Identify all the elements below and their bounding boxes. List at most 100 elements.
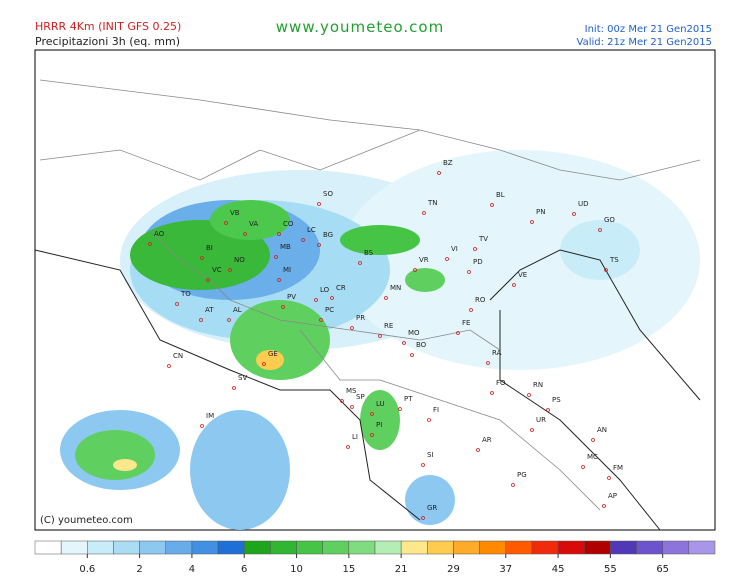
colorbar-label: 29 (447, 564, 460, 575)
colorbar-swatch (296, 540, 323, 555)
colorbar-label: 15 (342, 564, 355, 575)
city-dot (277, 278, 281, 282)
city-dot (422, 211, 426, 215)
city-label: RO (475, 296, 486, 304)
city-label: LO (320, 286, 330, 294)
city-dot (243, 232, 247, 236)
colorbar-label: 65 (656, 564, 669, 575)
city-dot (402, 341, 406, 345)
city-label: PS (552, 396, 561, 404)
city-dot (228, 268, 232, 272)
city-dot (607, 476, 611, 480)
city-dot (413, 268, 417, 272)
city-dot (467, 270, 471, 274)
city-label: FM (613, 464, 623, 472)
city-dot (317, 243, 321, 247)
city-label: LU (376, 400, 385, 408)
city-dot (384, 296, 388, 300)
city-dot (602, 504, 606, 508)
city-label: GR (427, 504, 437, 512)
colorbar-label: 21 (395, 564, 408, 575)
city-dot (346, 445, 350, 449)
city-label: BL (496, 191, 505, 199)
city-dot (490, 203, 494, 207)
city-dot (340, 399, 344, 403)
city-label: SO (323, 190, 333, 198)
valid-time: Valid: 21z Mer 21 Gen2015 (577, 37, 712, 48)
city-label: PN (536, 208, 545, 216)
site-name: www.youmeteo.com (276, 18, 444, 36)
colorbar-label: 10 (290, 564, 303, 575)
colorbar-swatch (479, 540, 507, 555)
city-dot (281, 305, 285, 309)
city-label: AL (233, 306, 242, 314)
city-label: AP (608, 492, 617, 500)
city-dot (148, 242, 152, 246)
city-dot (274, 255, 278, 259)
colorbar: 0.6 2 4 6 10 15 21 29 37 45 55 65 (34, 540, 716, 575)
city-label: TO (180, 290, 191, 298)
city-dot (206, 278, 210, 282)
city-label: PV (287, 293, 296, 301)
city-label: TN (427, 199, 438, 207)
colorbar-label: 0.6 (79, 564, 95, 575)
precipitation (60, 150, 700, 530)
colorbar-label: 55 (604, 564, 617, 575)
colorbar-swatch (427, 540, 454, 555)
colorbar-swatch (113, 540, 140, 555)
city-label: RE (384, 322, 393, 330)
city-dot (319, 318, 323, 322)
city-dot (456, 331, 460, 335)
city-label: VA (249, 220, 258, 228)
colorbar-swatch (348, 540, 376, 555)
model-title: HRRR 4Km (INIT GFS 0.25) (35, 20, 181, 33)
coastline (34, 249, 701, 531)
map: BZ TN SO BG LC CO VA VB BI NO MB MI AO VC TO AT AL PV LO CR… (34, 49, 716, 531)
city-label: PG (517, 471, 527, 479)
city-dot (427, 418, 431, 422)
city-dot (530, 220, 534, 224)
city-label: MN (390, 284, 401, 292)
city-dot (604, 268, 608, 272)
colorbar-swatch (688, 540, 716, 555)
city-dot (314, 298, 318, 302)
colorbar-swatch (662, 540, 690, 555)
city-dot (301, 238, 305, 242)
init-time: Init: 00z Mer 21 Gen2015 (585, 24, 712, 35)
product-title: Precipitazioni 3h (eq. mm) (35, 35, 180, 48)
city-label: CR (336, 284, 346, 292)
city-label: SI (427, 451, 434, 459)
city-dot (437, 171, 441, 175)
city-label: PI (376, 421, 382, 429)
city-label: NO (234, 256, 245, 264)
city-dot (350, 326, 354, 330)
city-label: VE (518, 271, 527, 279)
city-dot (511, 483, 515, 487)
city-dot (232, 386, 236, 390)
city-label: BS (364, 249, 374, 257)
city-label: VB (230, 209, 240, 217)
city-label: VC (212, 266, 222, 274)
city-dot (262, 362, 266, 366)
city-dot (175, 302, 179, 306)
city-label: PD (473, 258, 483, 266)
colorbar-swatch (243, 540, 271, 555)
colorbar-swatch (453, 540, 480, 555)
city-label: MO (408, 329, 420, 337)
colorbar-label: 4 (189, 564, 195, 575)
city-label: UD (578, 200, 589, 208)
city-dot (370, 412, 374, 416)
colorbar-label: 45 (552, 564, 565, 575)
city-label: CN (173, 352, 183, 360)
city-dot (469, 308, 473, 312)
city-label: PC (325, 306, 334, 314)
colorbar-swatch (87, 540, 114, 555)
city-dot (591, 438, 595, 442)
colorbar-swatch (557, 540, 585, 555)
city-label: SV (238, 374, 247, 382)
colorbar-swatch (400, 540, 428, 555)
city-dot (378, 334, 382, 338)
city-label: BI (206, 244, 213, 252)
colorbar-swatch (270, 540, 297, 555)
